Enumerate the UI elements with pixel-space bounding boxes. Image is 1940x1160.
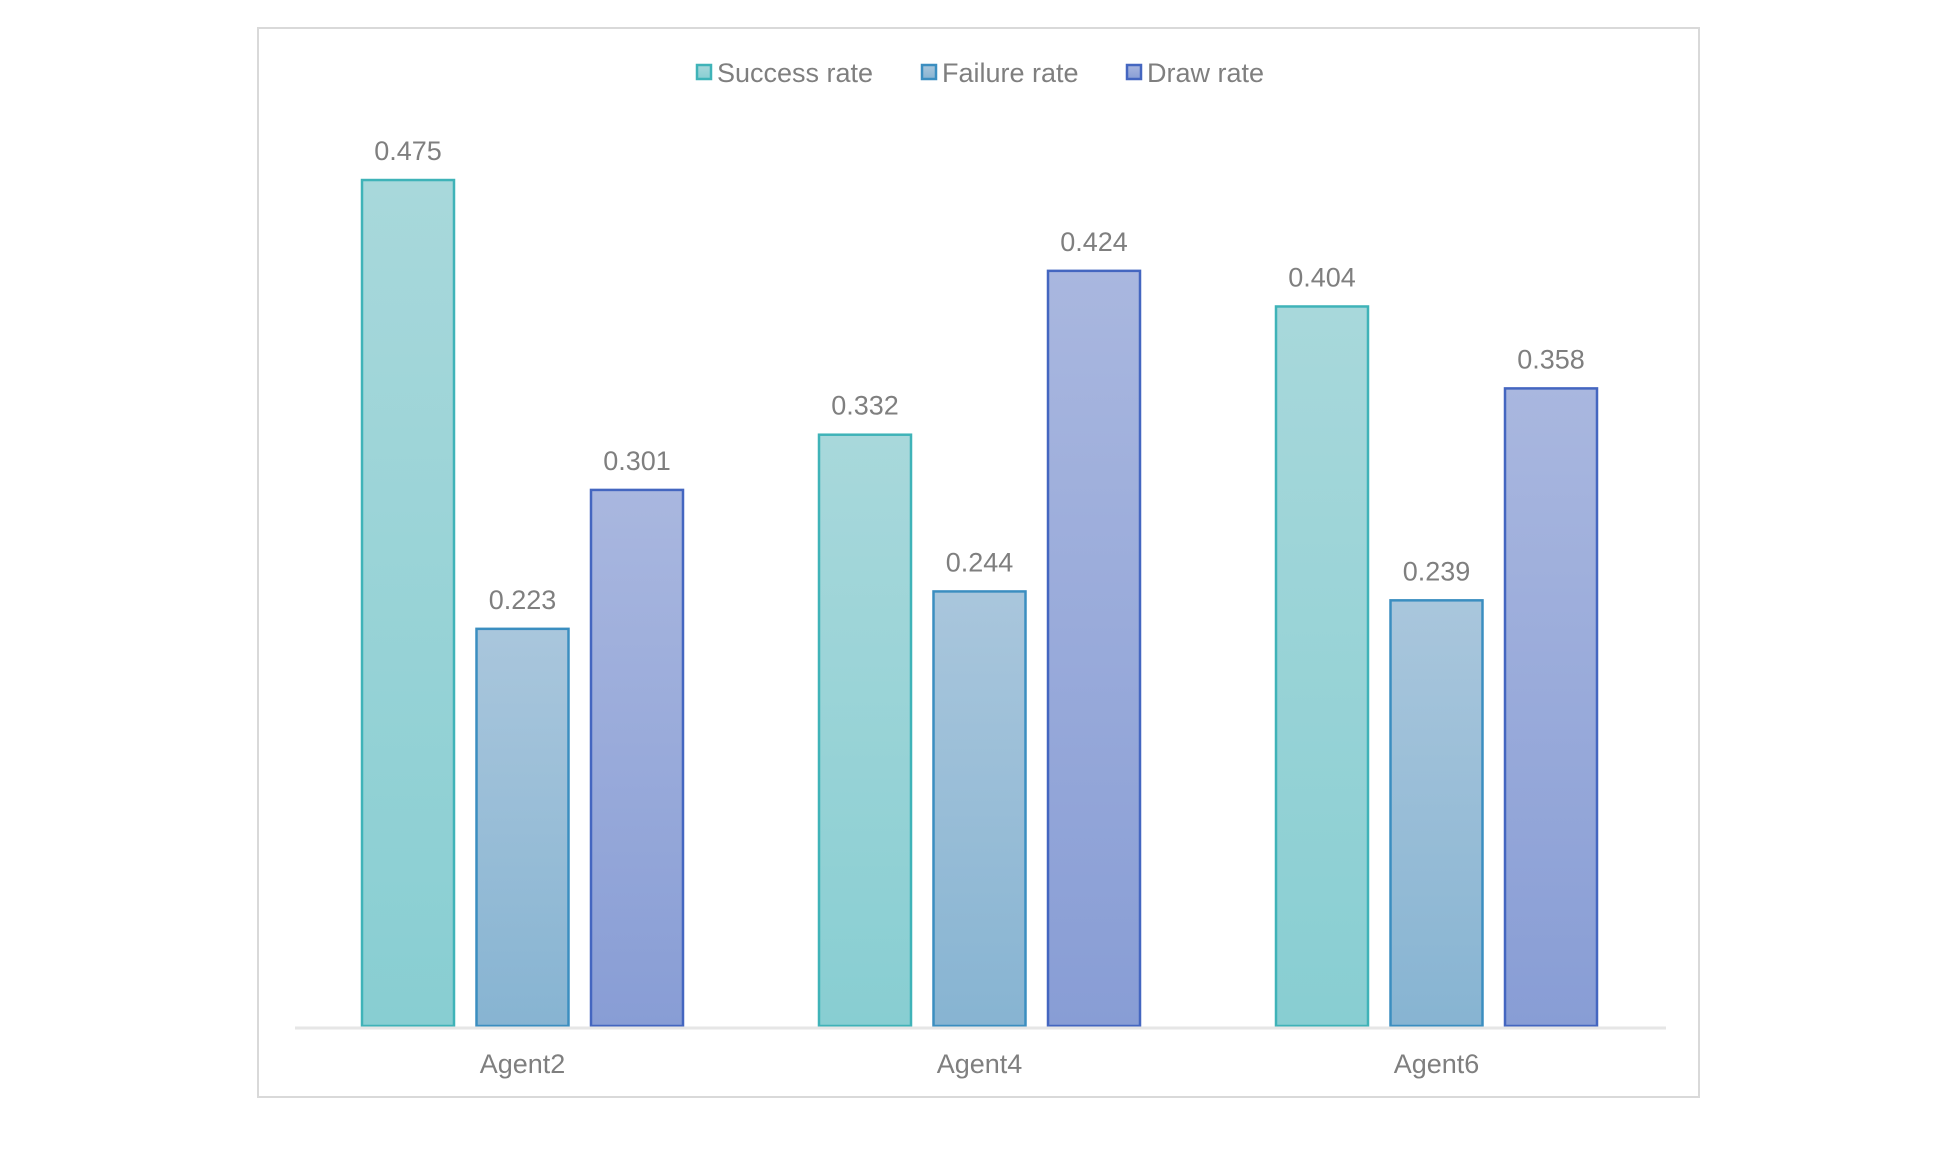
x-tick-label: Agent4 (937, 1049, 1023, 1079)
legend-label: Draw rate (1147, 58, 1264, 88)
bar-draw-rate-agent6 (1503, 387, 1599, 1028)
bars: 0.475 0.223 0.301 0.332 0.244 0.424 0.404 0.239… (360, 136, 1599, 1028)
data-label: 0.475 (374, 136, 442, 166)
bar-success-rate-agent2 (360, 178, 456, 1028)
data-label: 0.424 (1060, 227, 1128, 257)
legend-label: Success rate (717, 58, 873, 88)
x-tick-label: Agent6 (1394, 1049, 1480, 1079)
data-label: 0.244 (946, 547, 1014, 577)
x-tick-labels: Agent2 Agent4 Agent6 (480, 1049, 1480, 1079)
bar-failure-rate-agent4 (932, 590, 1027, 1028)
legend: Success rate Failure rate Draw rate (695, 58, 1264, 88)
data-label: 0.358 (1517, 344, 1585, 374)
chart-frame (257, 27, 1700, 1098)
data-label: 0.301 (603, 446, 671, 476)
bar-success-rate-agent6 (1274, 305, 1370, 1028)
x-tick-label: Agent2 (480, 1049, 566, 1079)
bar-draw-rate-agent2 (589, 488, 685, 1028)
legend-swatch (1125, 63, 1143, 81)
legend-swatch (920, 63, 938, 81)
bar-failure-rate-agent6 (1389, 599, 1484, 1028)
legend-label: Failure rate (942, 58, 1079, 88)
data-label: 0.332 (831, 391, 899, 421)
bar-draw-rate-agent4 (1046, 269, 1142, 1028)
data-label: 0.223 (489, 585, 557, 615)
bar-failure-rate-agent2 (475, 627, 570, 1028)
legend-swatch (695, 63, 713, 81)
data-label: 0.239 (1403, 556, 1471, 586)
bar-success-rate-agent4 (817, 433, 913, 1028)
data-label: 0.404 (1288, 262, 1356, 292)
